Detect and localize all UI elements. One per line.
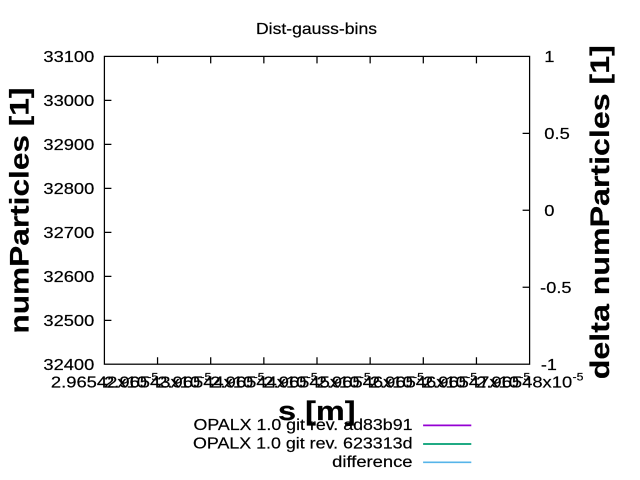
svg-text:2.96546x10: 2.96546x10	[370, 375, 466, 392]
svg-text:-5: -5	[573, 371, 584, 383]
svg-text:2.96546x10: 2.96546x10	[317, 375, 413, 392]
svg-text:OPALX 1.0 git rev. ad83b91: OPALX 1.0 git rev. ad83b91	[194, 417, 413, 434]
svg-text:difference: difference	[332, 454, 412, 471]
svg-text:32400: 32400	[43, 357, 94, 374]
svg-text:-5: -5	[519, 371, 530, 383]
svg-text:-5: -5	[147, 371, 158, 383]
svg-text:numParticles [1]: numParticles [1]	[4, 88, 34, 334]
svg-text:-5: -5	[466, 371, 477, 383]
svg-text:2.96545x10: 2.96545x10	[263, 375, 359, 392]
svg-text:33000: 33000	[43, 93, 94, 110]
svg-text:0.5: 0.5	[544, 126, 570, 143]
svg-text:32600: 32600	[43, 269, 94, 286]
svg-text:Dist-gauss-bins: Dist-gauss-bins	[256, 21, 377, 38]
svg-text:32800: 32800	[43, 181, 94, 198]
svg-text:2.96548x10: 2.96548x10	[476, 375, 572, 392]
svg-text:33100: 33100	[43, 49, 94, 66]
svg-text:2.96542x10: 2.96542x10	[51, 375, 147, 392]
svg-text:OPALX 1.0 git rev. 623313d: OPALX 1.0 git rev. 623313d	[193, 436, 413, 453]
svg-text:32500: 32500	[43, 313, 94, 330]
svg-text:32700: 32700	[43, 225, 94, 242]
svg-text:2.96547x10: 2.96547x10	[423, 375, 519, 392]
svg-text:2.96544x10: 2.96544x10	[157, 375, 253, 392]
svg-text:2.96544x10: 2.96544x10	[210, 375, 306, 392]
svg-text:delta numParticles [1]: delta numParticles [1]	[585, 45, 615, 379]
svg-text:-0.5: -0.5	[540, 280, 571, 297]
svg-text:1: 1	[544, 49, 554, 66]
svg-text:-5: -5	[200, 371, 211, 383]
svg-text:0: 0	[544, 203, 554, 220]
svg-text:-1: -1	[541, 357, 557, 374]
svg-text:-5: -5	[254, 371, 265, 383]
svg-text:-5: -5	[360, 371, 371, 383]
svg-text:2.96543x10: 2.96543x10	[104, 375, 200, 392]
svg-text:-5: -5	[307, 371, 318, 383]
svg-text:32900: 32900	[43, 137, 94, 154]
svg-text:-5: -5	[413, 371, 424, 383]
svg-text:s [m]: s [m]	[278, 396, 356, 426]
